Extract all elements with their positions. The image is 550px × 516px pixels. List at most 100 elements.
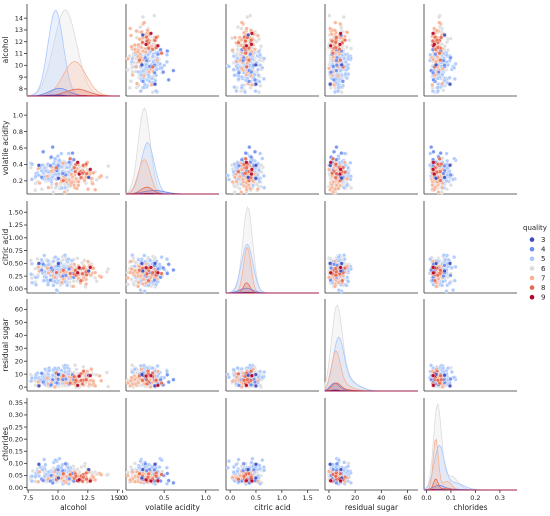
data-point-quality-7 — [97, 373, 102, 378]
data-point-quality-5 — [64, 165, 69, 170]
data-point-quality-9 — [338, 31, 343, 36]
data-point-quality-8 — [249, 38, 254, 43]
y-axis-label: alcohol — [1, 37, 10, 64]
data-point-quality-5 — [138, 288, 143, 293]
data-point-quality-4 — [241, 58, 246, 63]
data-point-quality-8 — [150, 47, 155, 52]
data-point-quality-6 — [232, 190, 237, 195]
data-point-quality-7 — [52, 384, 57, 389]
data-point-quality-5 — [453, 264, 458, 269]
data-point-quality-6 — [237, 186, 242, 191]
y-tick-label: 0.00 — [9, 285, 23, 293]
data-point-quality-6 — [33, 188, 38, 193]
pairplot-panels: 891011121314alcohol0.20.40.60.81.0volati… — [1, 4, 517, 512]
data-point-quality-6 — [127, 53, 132, 58]
data-point-quality-7 — [248, 186, 253, 191]
data-point-quality-5 — [158, 61, 163, 66]
data-point-quality-5 — [258, 52, 263, 57]
data-point-quality-8 — [79, 378, 84, 383]
data-point-quality-7 — [82, 178, 87, 183]
data-point-quality-9 — [249, 167, 254, 172]
y-tick-label: 30 — [15, 344, 23, 352]
data-point-quality-4 — [239, 157, 244, 162]
data-point-quality-5 — [51, 283, 56, 288]
data-point-quality-5 — [62, 253, 67, 258]
data-point-quality-5 — [141, 363, 146, 368]
data-point-quality-5 — [164, 59, 169, 64]
data-point-quality-7 — [434, 284, 439, 289]
data-point-quality-5 — [260, 156, 265, 161]
data-point-quality-8 — [80, 271, 85, 276]
data-point-quality-9 — [77, 265, 82, 270]
data-point-quality-5 — [257, 79, 262, 84]
data-point-quality-7 — [134, 28, 139, 34]
data-point-quality-6 — [327, 13, 332, 18]
data-point-quality-8 — [54, 270, 59, 275]
data-point-quality-3 — [447, 261, 453, 266]
data-point-quality-6 — [127, 85, 132, 90]
data-point-quality-9 — [75, 383, 80, 388]
y-tick-label: 1.00 — [9, 234, 23, 242]
data-point-quality-7 — [142, 20, 147, 25]
data-point-quality-9 — [155, 270, 160, 275]
data-point-quality-8 — [334, 171, 339, 176]
data-point-quality-4 — [248, 52, 253, 57]
data-point-quality-7 — [49, 169, 54, 174]
data-point-quality-6 — [239, 26, 244, 31]
data-point-quality-9 — [249, 172, 254, 177]
data-point-quality-5 — [33, 282, 39, 287]
data-point-quality-4 — [431, 77, 436, 82]
y-tick-label: 14 — [15, 14, 23, 22]
data-point-quality-4 — [161, 70, 166, 75]
data-point-quality-4 — [438, 151, 443, 156]
data-point-quality-8 — [333, 162, 338, 167]
data-point-quality-7 — [234, 179, 239, 184]
data-point-quality-7 — [125, 275, 130, 280]
data-point-quality-8 — [61, 178, 66, 183]
data-point-quality-7 — [136, 280, 141, 285]
data-point-quality-6 — [140, 14, 145, 20]
data-point-quality-5 — [435, 85, 440, 90]
data-point-quality-5 — [53, 255, 58, 260]
data-point-quality-5 — [154, 67, 159, 72]
data-point-quality-8 — [243, 171, 248, 176]
data-point-quality-5 — [62, 366, 67, 371]
data-point-quality-5 — [236, 76, 241, 82]
data-point-quality-7 — [69, 180, 74, 185]
data-point-quality-7 — [440, 81, 445, 86]
data-point-quality-4 — [331, 77, 337, 82]
data-point-quality-8 — [432, 278, 437, 283]
data-point-quality-3 — [139, 261, 144, 266]
data-point-quality-5 — [150, 54, 155, 59]
data-point-quality-7 — [85, 187, 91, 192]
data-point-quality-6 — [74, 367, 79, 372]
data-point-quality-6 — [235, 47, 240, 52]
data-point-quality-8 — [81, 266, 86, 271]
data-point-quality-7 — [333, 20, 338, 25]
y-tick-label: 13 — [15, 26, 23, 34]
data-point-quality-5 — [226, 177, 232, 182]
data-point-quality-8 — [159, 271, 164, 276]
data-point-quality-4 — [334, 157, 339, 162]
data-point-quality-6 — [28, 258, 33, 263]
data-point-quality-9 — [75, 270, 80, 275]
data-point-quality-9 — [338, 167, 343, 172]
data-point-quality-3 — [36, 261, 41, 266]
data-point-quality-4 — [243, 151, 248, 156]
data-point-quality-8 — [439, 35, 444, 40]
data-point-quality-8 — [333, 40, 338, 45]
data-point-quality-7 — [244, 187, 249, 192]
data-point-quality-6 — [349, 46, 354, 51]
data-point-quality-8 — [437, 156, 442, 161]
data-point-quality-7 — [134, 64, 139, 69]
data-point-quality-6 — [259, 44, 264, 49]
data-point-quality-6 — [128, 79, 133, 84]
data-point-quality-5 — [446, 257, 451, 262]
data-point-quality-8 — [73, 169, 78, 174]
data-point-quality-5 — [132, 264, 137, 269]
data-point-quality-3 — [434, 176, 439, 181]
data-point-quality-9 — [337, 42, 343, 47]
